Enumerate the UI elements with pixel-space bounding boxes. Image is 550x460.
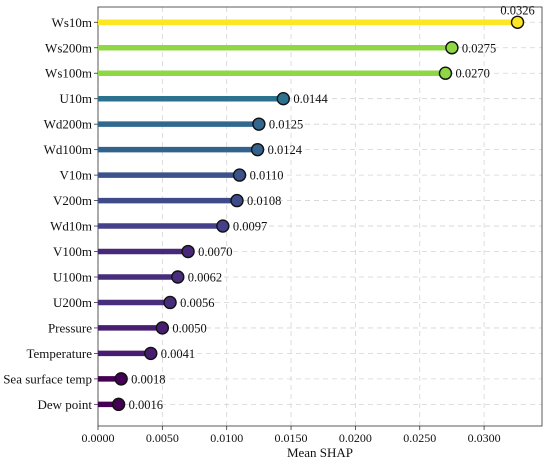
x-tick-label: 0.0150 [275,431,308,445]
feature-label-3: U10m [60,91,93,106]
value-label-8: 0.0097 [233,220,267,234]
value-label-0: 0.0326 [500,3,534,17]
value-label-15: 0.0016 [129,398,163,412]
x-tick-label: 0.0100 [210,431,243,445]
feature-label-8: Wd10m [50,219,92,234]
feature-label-13: Temperature [27,346,93,361]
dot-15 [111,397,126,412]
value-label-12: 0.0050 [172,321,206,335]
value-label-9: 0.0070 [198,245,232,259]
value-label-6: 0.0110 [250,169,284,183]
value-label-5: 0.0124 [268,143,303,157]
value-label-1: 0.0275 [462,41,496,55]
value-label-14: 0.0018 [131,372,165,386]
lollipop-dots [111,15,525,412]
dot-7 [230,193,244,208]
dot-14 [114,372,128,386]
value-label-13: 0.0041 [161,347,195,361]
dot-12 [155,321,170,335]
dot-8 [216,219,230,233]
x-axis-title: Mean SHAP [287,445,353,460]
dot-3 [276,91,291,106]
value-label-4: 0.0125 [269,118,303,132]
feature-label-12: Pressure [48,320,92,335]
dot-13 [144,346,158,361]
dot-10 [171,270,185,284]
dot-11 [163,295,177,310]
x-axis-ticks: 0.0000 0.0050 0.0100 0.0150 0.0200 0.0250 0.03… [82,426,501,445]
dot-6 [232,168,247,182]
feature-label-14: Sea surface temp [3,371,92,386]
feature-label-2: Ws100m [45,66,92,81]
value-labels: 0.0326 0.0275 0.0270 0.0144 0.0125 0.0124 0.01… [129,3,535,412]
x-tick-label: 0.0050 [146,431,179,445]
value-label-2: 0.0270 [455,67,489,81]
feature-label-9: V100m [53,244,92,259]
feature-label-1: Ws200m [45,40,92,55]
x-tick-label: 0.0300 [468,431,501,445]
feature-label-7: V200m [53,193,92,208]
value-label-3: 0.0144 [293,92,328,106]
dot-1 [445,41,459,55]
dot-4 [252,117,266,131]
dot-9 [181,244,195,259]
dot-5 [250,142,265,157]
plot-frame [97,6,543,427]
x-tick-label: 0.0000 [82,431,115,445]
feature-label-5: Wd100m [44,142,92,157]
x-tick-label: 0.0200 [339,431,372,445]
lollipop-stems [98,19,518,408]
feature-label-10: U100m [53,269,92,284]
value-label-11: 0.0056 [180,296,214,310]
value-label-7: 0.0108 [247,194,281,208]
dot-0 [510,15,525,29]
feature-label-15: Dew point [37,397,92,412]
feature-label-4: Wd200m [44,117,92,132]
x-tick-label: 0.0250 [403,431,436,445]
feature-label-11: U200m [53,295,92,310]
feature-label-0: Ws10m [52,15,92,30]
y-axis-labels: Ws10m Ws200m Ws100m U10m Wd200m Wd100m V10m V20… [3,15,98,412]
feature-label-6: V10m [60,168,93,183]
value-label-10: 0.0062 [188,270,222,284]
dot-2 [438,66,453,80]
